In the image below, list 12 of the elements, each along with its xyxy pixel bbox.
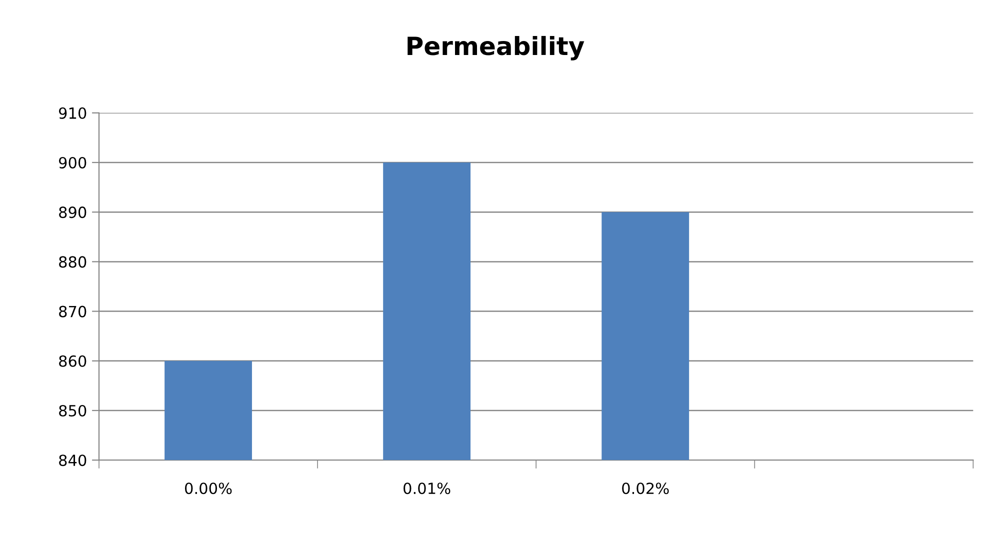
y-tick-label: 900 — [58, 156, 86, 169]
y-tick-label: 890 — [59, 206, 86, 218]
y-tick-label: 860 — [59, 355, 86, 367]
x-tick-label: 0.00% — [185, 482, 232, 494]
y-tick-label: 850 — [59, 404, 86, 417]
x-tick-label: 0.01% — [404, 482, 450, 494]
y-tick-label: 870 — [59, 306, 86, 318]
chart-title: Permeability — [408, 36, 584, 60]
y-tick-label: 880 — [59, 256, 86, 268]
y-tick-label: 840 — [59, 454, 86, 466]
x-tick-label: 0.02% — [622, 482, 669, 494]
y-tick-label: 910 — [58, 107, 86, 119]
